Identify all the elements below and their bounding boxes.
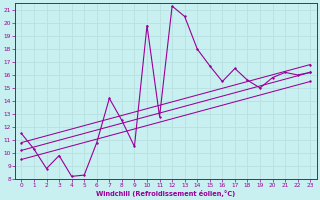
- X-axis label: Windchill (Refroidissement éolien,°C): Windchill (Refroidissement éolien,°C): [96, 190, 236, 197]
